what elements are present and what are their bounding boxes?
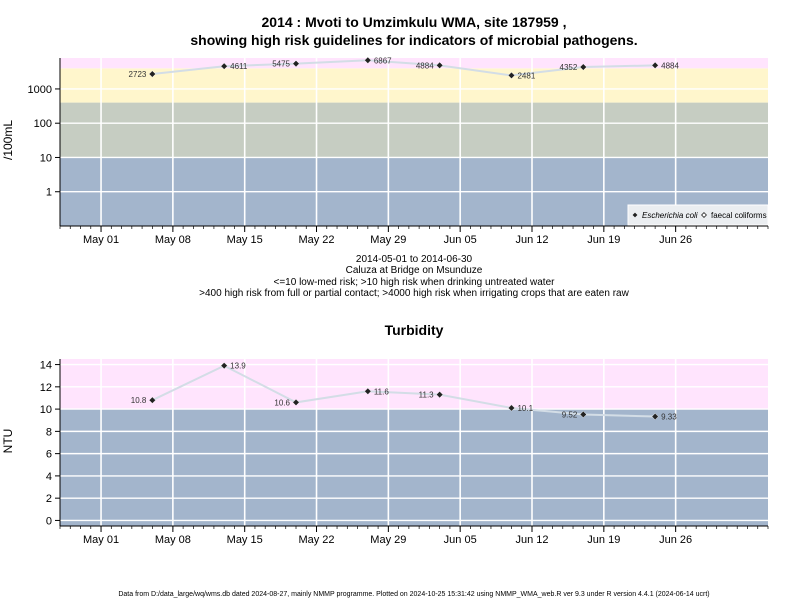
legend-entry-faecal-coliforms: faecal coliforms bbox=[711, 211, 767, 220]
data-label: 6867 bbox=[374, 56, 392, 65]
chart1-caption-site: Caluza at Bridge on Msunduze bbox=[346, 265, 483, 276]
data-label: 2481 bbox=[517, 71, 535, 80]
series-line bbox=[151, 364, 656, 418]
y-tick-label: 4 bbox=[46, 471, 52, 483]
x-tick-label: May 22 bbox=[298, 534, 334, 546]
chart1-caption-date-range: 2014-05-01 to 2014-06-30 bbox=[356, 254, 473, 265]
data-label: 2723 bbox=[129, 70, 147, 79]
chart2-plot-area: May 01 May 08 May 15 May 22 May 29 Jun 05 Jun … bbox=[40, 359, 769, 546]
chart1-y-axis-label: /100mL bbox=[1, 120, 15, 160]
data-label: 10.8 bbox=[131, 396, 147, 405]
legend-marker-open bbox=[701, 212, 707, 218]
risk-band-1 bbox=[60, 409, 768, 526]
data-point bbox=[507, 71, 515, 79]
data-point bbox=[220, 62, 228, 70]
data-point bbox=[651, 413, 659, 421]
risk-band-2 bbox=[60, 359, 768, 410]
data-point bbox=[292, 60, 300, 68]
legend-entry-ecoli: Escherichia coli bbox=[642, 211, 698, 220]
y-tick-label: 8 bbox=[46, 426, 52, 438]
x-tick-label: Jun 05 bbox=[444, 534, 477, 546]
y-tick-label: 6 bbox=[46, 449, 52, 461]
y-tick-label: 1000 bbox=[28, 84, 52, 96]
chart1-subtitle: showing high risk guidelines for indicat… bbox=[190, 32, 637, 48]
risk-band-3 bbox=[60, 68, 768, 103]
chart2-y-axis-label: NTU bbox=[1, 429, 15, 454]
x-tick-label: May 01 bbox=[83, 234, 119, 246]
data-point bbox=[220, 362, 228, 370]
y-tick-label: 12 bbox=[40, 382, 52, 394]
x-tick-label: May 01 bbox=[83, 534, 119, 546]
data-point bbox=[579, 63, 587, 71]
data-label: 4352 bbox=[560, 63, 578, 72]
legend-marker-filled bbox=[632, 212, 638, 218]
data-label: 11.6 bbox=[374, 387, 390, 396]
data-label: 5475 bbox=[272, 60, 290, 69]
y-tick-label: 100 bbox=[34, 118, 52, 130]
legend-box bbox=[627, 204, 769, 226]
data-point bbox=[364, 56, 372, 64]
footer-note: Data from D:/data_large/wq/wms.db dated … bbox=[118, 591, 709, 598]
data-point bbox=[579, 410, 587, 418]
x-tick-label: May 15 bbox=[227, 534, 263, 546]
x-tick-label: Jun 19 bbox=[587, 534, 620, 546]
data-point bbox=[292, 398, 300, 406]
data-label: 10.6 bbox=[274, 398, 290, 407]
data-label: 13.9 bbox=[230, 362, 246, 371]
data-point bbox=[507, 404, 515, 412]
x-tick-label: Jun 12 bbox=[515, 234, 548, 246]
x-tick-label: May 08 bbox=[155, 534, 191, 546]
y-tick-label: 10 bbox=[40, 152, 52, 164]
y-tick-label: 0 bbox=[46, 515, 52, 527]
data-label: 4884 bbox=[416, 61, 434, 70]
x-tick-label: May 29 bbox=[370, 534, 406, 546]
data-point bbox=[651, 61, 659, 69]
x-tick-label: Jun 26 bbox=[659, 534, 692, 546]
data-label: 4611 bbox=[230, 62, 248, 71]
y-tick-label: 2 bbox=[46, 493, 52, 505]
data-label: 4884 bbox=[661, 61, 679, 70]
x-tick-label: May 08 bbox=[155, 234, 191, 246]
chart1-title: 2014 : Mvoti to Umzimkulu WMA, site 1879… bbox=[262, 14, 567, 30]
x-tick-label: Jun 26 bbox=[659, 234, 692, 246]
x-tick-label: Jun 12 bbox=[515, 534, 548, 546]
data-label: 9.33 bbox=[661, 413, 677, 422]
chart2-title: Turbidity bbox=[385, 322, 444, 338]
x-tick-label: Jun 19 bbox=[587, 234, 620, 246]
data-point bbox=[436, 61, 444, 69]
x-tick-label: May 15 bbox=[227, 234, 263, 246]
chart1-plot-area: May 01 May 08 May 15 May 22 May 29 Jun 05 Jun … bbox=[28, 56, 769, 246]
data-label: 11.3 bbox=[419, 391, 435, 400]
y-tick-label: 10 bbox=[40, 404, 52, 416]
data-point bbox=[436, 391, 444, 399]
y-tick-label: 1 bbox=[46, 187, 52, 199]
chart1-caption-drinking-risk: <=10 low-med risk; >10 high risk when dr… bbox=[274, 277, 556, 288]
x-tick-label: May 22 bbox=[298, 234, 334, 246]
y-tick-label: 14 bbox=[40, 360, 52, 372]
chart1-caption-contact-risk: >400 high risk from full or partial cont… bbox=[199, 288, 629, 299]
data-point bbox=[364, 387, 372, 395]
data-point bbox=[148, 396, 156, 404]
x-tick-label: Jun 05 bbox=[444, 234, 477, 246]
series-line bbox=[152, 59, 656, 77]
data-label: 10.1 bbox=[517, 404, 533, 413]
risk-band-2 bbox=[60, 102, 768, 158]
x-tick-label: May 29 bbox=[370, 234, 406, 246]
data-label: 9.52 bbox=[562, 410, 578, 419]
data-point bbox=[148, 70, 156, 78]
